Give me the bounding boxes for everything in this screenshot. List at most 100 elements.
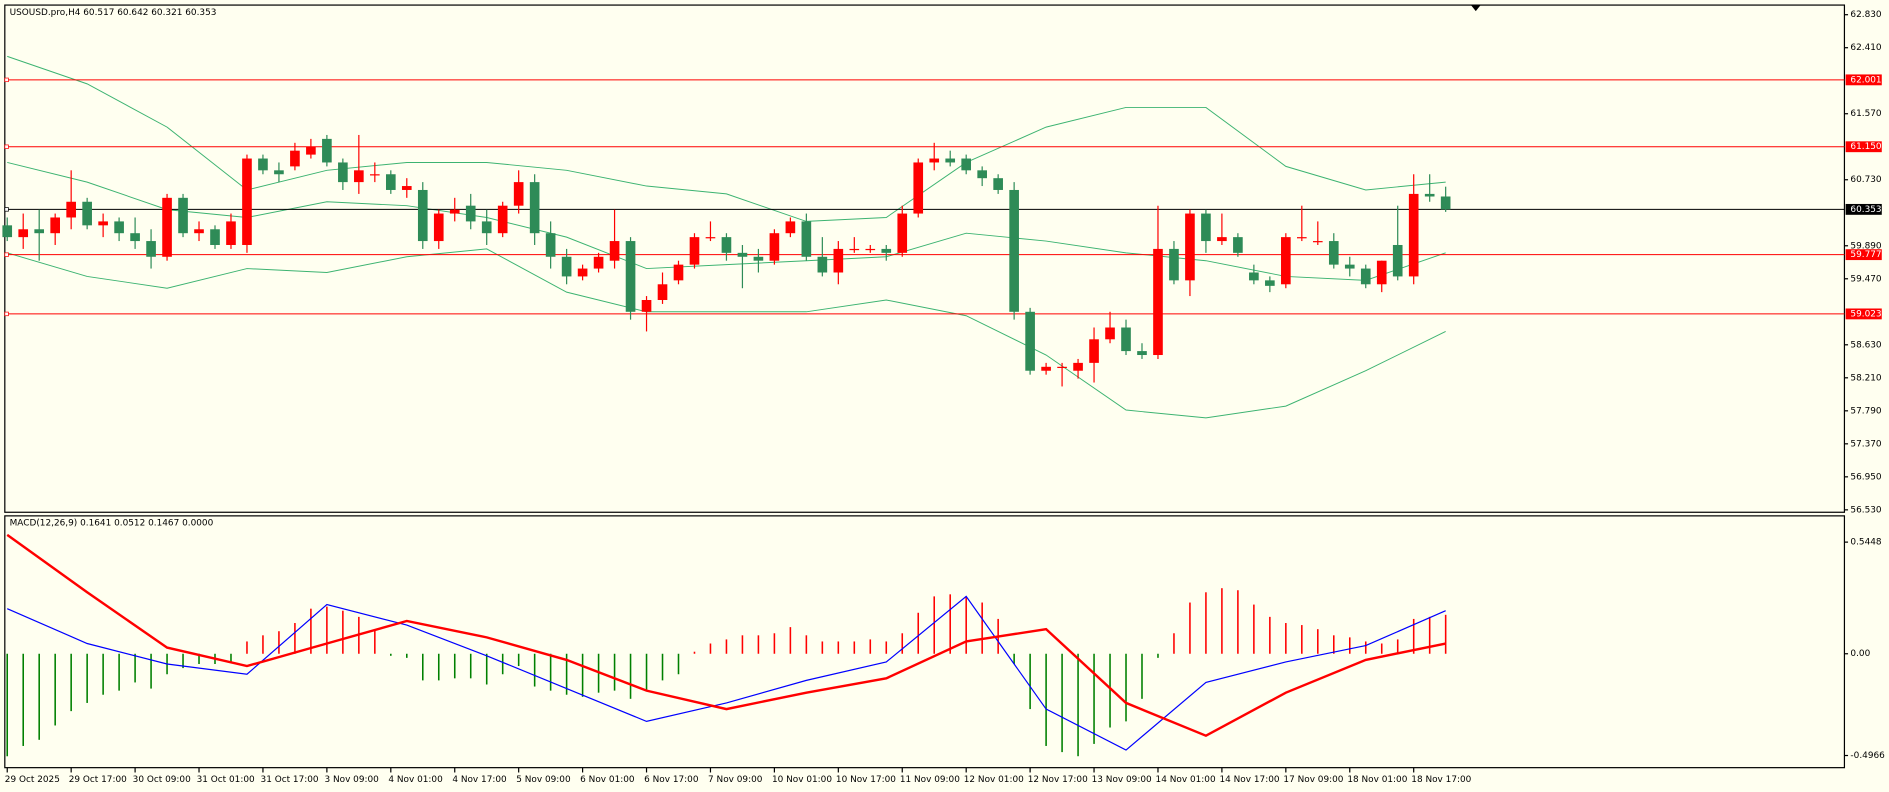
candle-body xyxy=(737,252,748,257)
candle-body xyxy=(481,221,492,234)
bollinger-band xyxy=(7,248,1446,419)
candle-body xyxy=(1281,237,1291,285)
candle-body xyxy=(1328,241,1339,265)
x-tick-label: 13 Nov 09:00 xyxy=(1092,775,1152,785)
candle-body xyxy=(274,170,284,175)
candle-body xyxy=(258,158,268,171)
y-tick-label: 59.890 xyxy=(1850,241,1881,251)
candle-body xyxy=(370,174,380,176)
candle-body xyxy=(290,150,300,167)
candle-body xyxy=(1009,189,1019,312)
candle-body xyxy=(306,146,316,155)
level-tag xyxy=(1845,203,1882,215)
candle-body xyxy=(593,256,604,269)
candle-body xyxy=(1041,366,1051,371)
candle-body xyxy=(1249,272,1259,281)
level-tag-label: 59.777 xyxy=(1850,250,1881,260)
candle-body xyxy=(625,241,636,312)
y-tick-label: 61.570 xyxy=(1850,109,1881,119)
macd-chart: 29 Oct 2025 29 Oct 17:00 30 Oct 09:00 31 Oc… xyxy=(5,533,1885,785)
x-tick-label: 5 Nov 09:00 xyxy=(516,775,571,785)
y-tick-label: 60.730 xyxy=(1850,175,1881,185)
x-tick-label: 11 Nov 09:00 xyxy=(900,775,960,785)
x-tick-label: 12 Nov 17:00 xyxy=(1028,775,1088,785)
x-tick-label: 6 Nov 17:00 xyxy=(644,775,699,785)
level-tag-label: 60.353 xyxy=(1850,205,1881,215)
price-chart: 62.830 62.410 61.570 60.730 59.890 59.470 58.6… xyxy=(2,10,1882,515)
candle-body xyxy=(385,174,396,190)
candle-body xyxy=(657,284,668,301)
level-tag-label: 59.023 xyxy=(1850,309,1881,319)
candle-body xyxy=(977,170,987,179)
candle-body xyxy=(146,241,156,257)
candle-body xyxy=(1057,366,1067,369)
candle-body xyxy=(1392,244,1403,277)
candle-body xyxy=(897,213,908,253)
candle-body xyxy=(1265,280,1275,286)
candle-body xyxy=(1089,339,1099,363)
candle-body xyxy=(609,241,620,261)
macd-line xyxy=(6,533,1446,738)
candle-body xyxy=(114,221,124,234)
candle-body xyxy=(849,248,860,251)
candle-body xyxy=(721,237,732,253)
level-anchor xyxy=(4,207,9,212)
y-tick-label: 0.00 xyxy=(1850,649,1870,659)
candle-body xyxy=(322,138,332,163)
candle-body xyxy=(785,221,796,234)
candle-body xyxy=(945,158,956,163)
candle-body xyxy=(1217,237,1227,242)
x-tick-label: 29 Oct 2025 xyxy=(5,775,60,785)
candle-body xyxy=(993,178,1003,190)
x-tick-label: 12 Nov 01:00 xyxy=(964,775,1024,785)
macd-line xyxy=(6,595,1446,751)
x-tick-label: 6 Nov 01:00 xyxy=(580,775,635,785)
candle-body xyxy=(1121,327,1131,352)
candle-body xyxy=(401,186,412,190)
y-tick-label: 57.790 xyxy=(1850,406,1881,416)
candle-body xyxy=(130,233,140,242)
candle-body xyxy=(833,248,844,273)
candle-body xyxy=(338,162,348,183)
y-tick-label: 58.210 xyxy=(1850,373,1881,383)
x-tick-label: 31 Oct 17:00 xyxy=(261,775,319,785)
y-tick-label: 58.630 xyxy=(1850,340,1881,350)
candle-body xyxy=(1233,237,1243,253)
candle-body xyxy=(1408,193,1419,277)
level-tag xyxy=(1845,308,1882,320)
level-anchor xyxy=(4,77,9,83)
candle-body xyxy=(50,217,60,234)
candle-body xyxy=(162,197,172,257)
x-tick-label: 4 Nov 01:00 xyxy=(388,775,443,785)
candle-body xyxy=(1360,268,1371,285)
candle-body xyxy=(18,229,29,238)
candle-body xyxy=(513,182,524,206)
candle-body xyxy=(210,229,220,245)
y-tick-label: 56.530 xyxy=(1850,505,1881,515)
candle-body xyxy=(561,256,572,277)
candle-body xyxy=(449,209,460,214)
shift-marker xyxy=(1470,5,1481,12)
y-tick-label: 57.370 xyxy=(1850,439,1881,449)
x-tick-label: 4 Nov 17:00 xyxy=(452,775,507,785)
y-tick-label: -0.4966 xyxy=(1850,751,1885,761)
candle-body xyxy=(1169,248,1179,281)
candle-body xyxy=(673,264,684,281)
candle-body xyxy=(226,221,236,245)
candle-body xyxy=(817,256,828,273)
x-tick-label: 31 Oct 01:00 xyxy=(197,775,255,785)
x-tick-label: 17 Nov 09:00 xyxy=(1283,775,1343,785)
level-tag-label: 61.150 xyxy=(1850,142,1881,152)
x-tick-label: 7 Nov 09:00 xyxy=(708,775,763,785)
y-tick-label: 62.410 xyxy=(1850,43,1881,53)
x-tick-label: 14 Nov 17:00 xyxy=(1219,775,1279,785)
candle-body xyxy=(66,201,76,218)
x-tick-label: 14 Nov 01:00 xyxy=(1156,775,1216,785)
candle-body xyxy=(433,213,444,242)
y-tick-label: 62.830 xyxy=(1850,10,1881,20)
candle-body xyxy=(82,201,92,226)
candle-body xyxy=(34,229,45,234)
